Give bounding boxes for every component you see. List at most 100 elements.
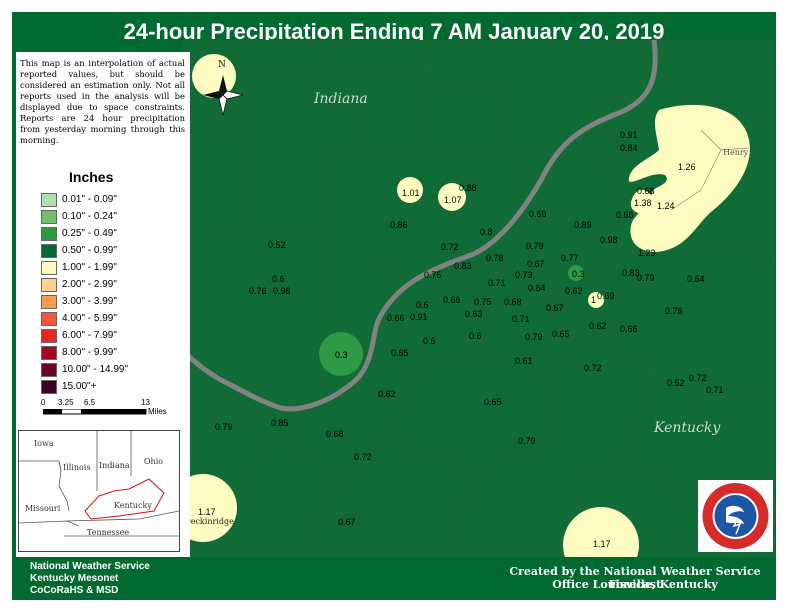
precip-value: 1.26 xyxy=(678,162,696,172)
precip-value: 0.88 xyxy=(459,183,477,193)
locator-state-label: Iowa xyxy=(34,439,54,448)
credits-bar: National Weather Service Kentucky Mesone… xyxy=(12,557,776,600)
precip-value: 0.76 xyxy=(665,306,683,316)
legend-label: 10.00" - 14.99" xyxy=(62,364,129,375)
precip-025-049-area-harrison xyxy=(319,332,363,376)
legend-swatch xyxy=(41,193,57,207)
locator-state-label: Illinois xyxy=(63,463,91,472)
precip-value: 0.6 xyxy=(423,336,436,346)
precip-value: 0.85 xyxy=(271,418,289,428)
precip-value: 0.73 xyxy=(515,270,533,280)
legend-label: 3.00" - 3.99" xyxy=(62,296,117,307)
precip-value: 0.72 xyxy=(584,363,602,373)
legend-swatch xyxy=(41,312,57,326)
legend-swatch xyxy=(41,210,57,224)
precip-value: 0.72 xyxy=(689,373,707,383)
legend-label: 15.00"+ xyxy=(62,381,97,392)
precip-100-199-area-oldham xyxy=(630,189,654,214)
legend-swatch xyxy=(41,346,57,360)
precip-value: 0.52 xyxy=(268,240,286,250)
legend-swatch xyxy=(41,261,57,275)
scale-tick-label: 6.5 xyxy=(84,398,96,407)
precip-value: 0.62 xyxy=(589,321,607,331)
credit-line: Kentucky Mesonet xyxy=(30,573,119,584)
precip-value: 0.71 xyxy=(488,278,506,288)
legend-label: 0.25" - 0.49" xyxy=(62,228,117,239)
precip-value: 0.79 xyxy=(215,422,233,432)
precip-value: 0.89 xyxy=(574,220,592,230)
precip-value: 0.78 xyxy=(486,253,504,263)
legend-label: 8.00" - 9.99" xyxy=(62,347,117,358)
state-label-kentucky: Kentucky xyxy=(654,420,721,436)
state-label-indiana: Indiana xyxy=(314,91,368,107)
county-label-breckinridge: Breckinridge xyxy=(181,517,234,526)
precip-value: 0.69 xyxy=(529,209,547,219)
precip-value: 0.84 xyxy=(620,143,638,153)
precip-value: 0.68 xyxy=(326,429,344,439)
legend-label: 4.00" - 5.99" xyxy=(62,313,117,324)
precip-value: 0.91 xyxy=(410,312,428,322)
precip-value: 0.75 xyxy=(424,270,442,280)
legend-swatch xyxy=(41,244,57,258)
precip-value: 0.6 xyxy=(272,274,285,284)
legend-swatch xyxy=(41,380,57,394)
precip-value: 0.75 xyxy=(474,297,492,307)
credit-created-by: Created by the National Weather Service … xyxy=(509,565,761,591)
precip-100-199-area-floyd-b xyxy=(438,183,466,211)
credit-office: Office Louisville, Kentucky xyxy=(552,578,718,591)
map-canvas xyxy=(181,40,775,557)
legend-swatch xyxy=(41,278,57,292)
precip-value: 0.72 xyxy=(354,452,372,462)
precip-value: 0.83 xyxy=(622,268,640,278)
precip-value: 0.3 xyxy=(335,350,348,360)
legend-swatch xyxy=(41,363,57,377)
precip-value: 0.3 xyxy=(572,269,585,279)
precip-value: 0.66 xyxy=(443,295,461,305)
precip-100-199-area-henry xyxy=(628,104,750,253)
precip-value: 0.79 xyxy=(518,436,536,446)
locator-state-label: Ohio xyxy=(144,457,164,466)
compass-north-label: N xyxy=(218,60,226,70)
precip-value: 0.68 xyxy=(504,297,522,307)
precip-value: 0.67 xyxy=(527,259,545,269)
precip-value: 0.79 xyxy=(637,273,655,283)
disclaimer-text: This map is an interpolation of actual r… xyxy=(20,58,185,145)
precip-value: 0.67 xyxy=(546,303,564,313)
precip-value: 0.63 xyxy=(465,309,483,319)
precip-value: 0.62 xyxy=(565,286,583,296)
legend-label: 0.01" - 0.09" xyxy=(62,194,117,205)
precip-value: 1.24 xyxy=(657,201,675,211)
county-label-henry: Henry xyxy=(723,148,749,157)
north-arrow-icon xyxy=(203,75,244,116)
scale-bar-graphic xyxy=(43,409,147,415)
precip-value: 0.66 xyxy=(620,324,638,334)
precip-value: 0.86 xyxy=(390,220,408,230)
precip-value: 0.6 xyxy=(416,300,429,310)
precip-value: 0.66 xyxy=(616,210,634,220)
precip-value: 0.76 xyxy=(249,286,267,296)
precip-value: 0.62 xyxy=(378,389,396,399)
precip-value: 0.6 xyxy=(469,331,482,341)
precip-100-199-area-jefferson xyxy=(588,292,604,308)
precip-value: 0.98 xyxy=(273,286,291,296)
scale-unit: Miles xyxy=(148,407,167,416)
precip-value: 0.72 xyxy=(441,242,459,252)
precip-100-199-area-south xyxy=(563,507,639,557)
scale-tick-label: 0 xyxy=(41,398,46,407)
credit-line: National Weather Service xyxy=(30,561,150,572)
locator-state-label: Kentucky xyxy=(114,501,152,510)
precip-100-199-area-breckinridge xyxy=(181,474,237,542)
precip-value: 1.07 xyxy=(444,195,462,205)
nws-logo xyxy=(698,480,773,552)
precip-value: 0.52 xyxy=(667,378,685,388)
precip-value: 1 xyxy=(591,295,597,305)
precip-value: 0.68 xyxy=(637,186,655,196)
legend-swatch xyxy=(41,329,57,343)
precip-value: 0.91 xyxy=(620,130,638,140)
scale-bar: 0 3.25 6.5 13 Miles xyxy=(41,398,191,430)
locator-map-graphic xyxy=(18,431,180,537)
precip-value: 0.66 xyxy=(387,313,405,323)
precip-value: 0.98 xyxy=(600,235,618,245)
precip-value: 0.65 xyxy=(552,329,570,339)
map-title: 24-hour Precipitation Ending 7 AM Januar… xyxy=(123,19,665,44)
